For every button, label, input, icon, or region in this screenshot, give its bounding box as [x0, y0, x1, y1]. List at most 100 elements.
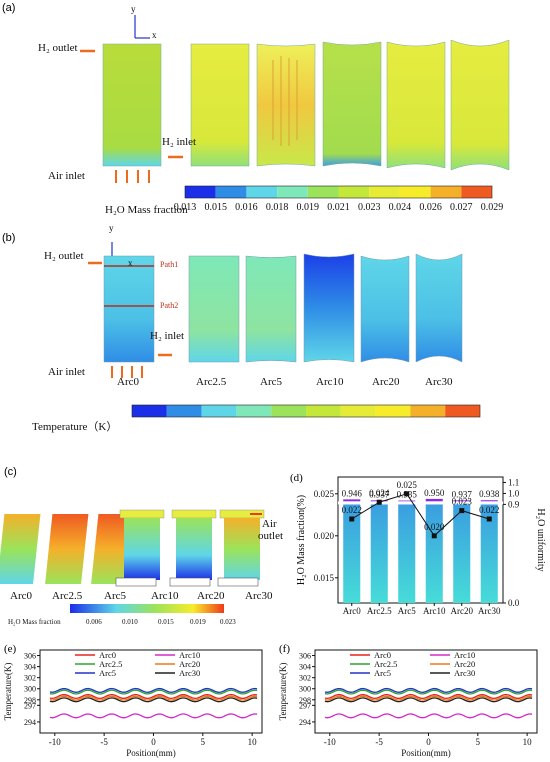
bar-label: 0.937 — [369, 489, 390, 499]
colorbar-temperature: 296.50297.07297.65298.22298.80299.37299.… — [131, 404, 481, 418]
plot-frame — [39, 649, 263, 734]
y-tick-label: 304 — [24, 663, 36, 672]
x-axis-label: Position(mm) — [126, 748, 176, 758]
x-tick-label: Arc20 — [451, 606, 474, 616]
case-label: Arc2.5 — [52, 590, 83, 602]
axis-y-label-b: y — [109, 223, 114, 233]
series-line — [324, 693, 533, 700]
colorbar-swatch — [271, 405, 306, 417]
channel-array-arc0 — [0, 514, 41, 584]
colorbar-swatch — [445, 405, 480, 417]
y-axis-label: H₂O Mass fraction(%) — [296, 495, 307, 585]
contour-arc5 — [256, 43, 316, 167]
colorbar-swatch — [410, 405, 446, 417]
x-tick-label: -10 — [324, 737, 336, 747]
colorbar-swatch — [277, 186, 308, 198]
y-right-axis-label: H₂O uniformity — [535, 508, 546, 571]
x-tick-label: Arc30 — [478, 606, 501, 616]
bar-uniformity-top — [480, 500, 498, 502]
air-outlet-label: Air — [262, 518, 277, 530]
h2-outlet-label-b: H₂ outlet — [44, 250, 84, 262]
y-tick-label: 302 — [299, 674, 311, 683]
legend-label: Arc0 — [374, 650, 391, 660]
axis-x-label: x — [152, 30, 157, 40]
air-inlet-label: Air inlet — [48, 170, 85, 182]
x-tick-label: Arc10 — [423, 606, 446, 616]
x-tick-label: -10 — [49, 737, 61, 747]
colorbar-swatch — [132, 405, 167, 417]
series-line — [49, 693, 258, 700]
y-tick-label: 298 — [299, 696, 311, 705]
bar-uniformity — [425, 504, 443, 603]
colorbar-tick: 0.019 — [190, 618, 206, 626]
case-label: Arc30 — [425, 376, 453, 388]
case-label-row-b: Arc0 Arc2.5 Arc5 Arc10 Arc20 Arc30 — [0, 376, 550, 390]
series-line — [49, 695, 258, 701]
contour-arc2-5 — [188, 255, 240, 363]
colorbar-swatch — [461, 186, 492, 198]
line-label: 0.025 — [397, 480, 418, 490]
colorbar-swatch — [307, 186, 339, 198]
colorbar-tick: 0.029 — [481, 202, 504, 213]
air-inlet-arrows — [111, 366, 143, 378]
case-label: Arc2.5 — [196, 376, 227, 388]
contour-arc10 — [303, 253, 355, 363]
panel-a-graphic: 0.013 0.015 0.016 0.018 0.019 0.021 0.023 0.024… — [80, 15, 510, 213]
x-tick-label: Arc5 — [398, 606, 416, 616]
colorbar-tick: 0.021 — [327, 202, 350, 213]
series-line — [324, 689, 533, 695]
contour-arc10 — [322, 41, 382, 167]
colorbar-swatch — [166, 405, 202, 417]
series-line — [324, 687, 533, 693]
air-outlet-label-2: outlet — [258, 530, 284, 542]
colorbar-swatch — [369, 186, 400, 198]
colorbar-c-ticks: 0.006 0.010 0.015 0.019 0.023 — [0, 618, 290, 628]
panel-b-letter: (b) — [2, 232, 16, 244]
y-tick-label: 306 — [299, 652, 311, 661]
colorbar-frame — [131, 404, 481, 418]
y-tick-label: 300 — [24, 685, 36, 694]
y-tick-label: 302 — [24, 674, 36, 683]
legend-label: Arc10 — [454, 650, 475, 660]
y-axis-label: Temperature(K) — [3, 663, 13, 721]
h2-outlet-label: H₂ outlet — [38, 42, 78, 54]
bar-uniformity-top — [453, 500, 471, 502]
colorbar-a-title: H₂O Mass fraction — [105, 204, 188, 216]
colorbar-tick: 0.016 — [235, 202, 258, 213]
contour-arc30 — [450, 39, 510, 171]
legend-label: Arc30 — [179, 668, 200, 678]
x-tick-label: 0 — [426, 737, 431, 747]
series-line — [49, 689, 258, 695]
channel-array-arc30 — [217, 509, 265, 587]
colorbar-tick: 0.018 — [266, 202, 289, 213]
panel-a-letter: (a) — [2, 2, 16, 14]
air-inlet-arrows — [115, 170, 150, 183]
contour-arc30 — [415, 253, 463, 363]
channel-array-arc20 — [169, 509, 217, 587]
line-label: 0.024 — [369, 488, 390, 498]
bar-uniformity — [453, 504, 471, 603]
colorbar-swatch — [375, 405, 411, 417]
contour-arc20 — [360, 255, 410, 363]
axis-y-label: y — [131, 4, 136, 14]
contour-arc0 — [103, 255, 155, 363]
panel-letter: (f) — [279, 643, 290, 655]
y-right-tick-label: 0.0 — [508, 598, 520, 608]
y-tick-label: 0.020 — [314, 531, 335, 541]
path1-label: Path1 — [160, 260, 179, 269]
bar-label: 0.946 — [342, 488, 363, 498]
channel-streaks — [272, 56, 298, 146]
panel-c-letter: (c) — [4, 466, 17, 478]
colorbar-tick: 0.023 — [220, 618, 236, 626]
colorbar-swatch — [340, 405, 376, 417]
line-point — [404, 491, 410, 497]
colorbar-tick: 0.013 — [174, 202, 197, 213]
case-label: Arc5 — [104, 590, 126, 602]
panel-b-graphic: 296.50297.07297.65298.22298.80299.37299.… — [88, 242, 481, 418]
x-tick-label: 10 — [248, 737, 258, 747]
series-line — [49, 687, 258, 693]
colorbar-h2o-mass-fraction: 0.013 0.015 0.016 0.018 0.019 0.021 0.023 0.024… — [174, 185, 504, 213]
y-tick-label: 0.015 — [314, 573, 335, 583]
bar-label: 0.937 — [452, 489, 473, 499]
